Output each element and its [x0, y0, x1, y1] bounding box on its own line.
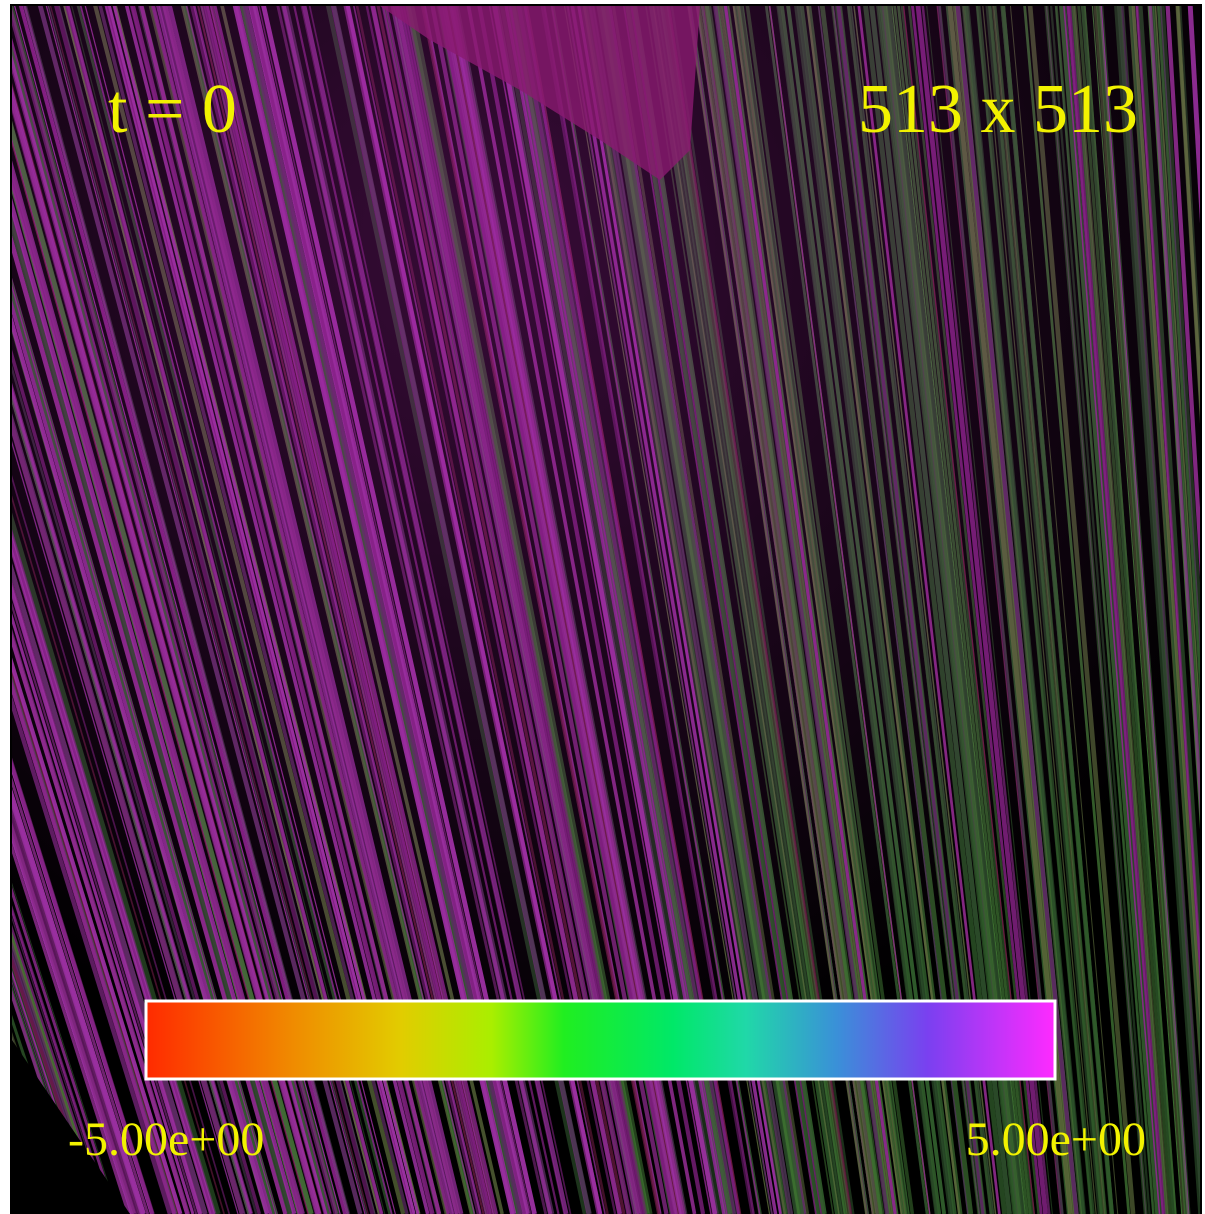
colorbar-min-label: -5.00e+00 — [68, 1113, 264, 1166]
time-label: t = 0 — [108, 71, 237, 148]
page: t = 0 513 x 513 -5.00e+00 5.00e+00 (() =… — [0, 0, 1205, 1214]
visualization: t = 0 513 x 513 -5.00e+00 5.00e+00 — [0, 0, 1205, 1214]
resolution-label: 513 x 513 — [858, 71, 1138, 148]
colorbar — [146, 1001, 1055, 1079]
streak — [0, 0, 4, 1214]
streak — [0, 0, 9, 1214]
streak — [0, 0, 5, 1214]
colorbar-max-label: 5.00e+00 — [966, 1113, 1146, 1166]
streak — [0, 0, 8, 1214]
